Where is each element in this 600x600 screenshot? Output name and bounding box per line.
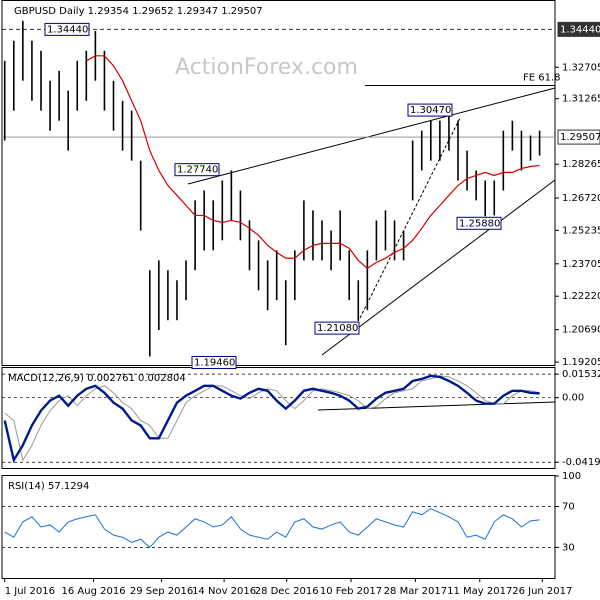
annotation: 1.25880 xyxy=(459,218,500,229)
y-tick-label: 0.015325 xyxy=(562,369,600,380)
x-tick-label: 14 Nov 2016 xyxy=(192,586,256,597)
annotation-box xyxy=(44,22,90,36)
y-tick-label: 1.19205 xyxy=(562,357,600,368)
level-label: 1.29507 xyxy=(560,132,600,143)
rsi-frame xyxy=(1,475,556,579)
annotation: 1.27740 xyxy=(177,165,218,176)
macd-line xyxy=(3,374,540,464)
trend-line xyxy=(187,87,556,185)
x-tick-label: 26 Jun 2017 xyxy=(512,586,572,597)
x-tick-label: 1 Jul 2016 xyxy=(5,586,55,597)
y-tick-label: 1.26720 xyxy=(562,193,600,204)
level-box xyxy=(557,129,600,145)
annotation: FE 61.8 xyxy=(523,73,561,84)
annotation-box xyxy=(191,355,237,369)
y-tick-label: 1.31265 xyxy=(562,94,600,105)
y-tick-label: 1.20690 xyxy=(562,325,600,336)
annotation-box xyxy=(314,321,360,335)
x-tick-label: 16 Aug 2016 xyxy=(62,586,126,597)
sma-line xyxy=(86,55,540,270)
y-tick-label: 100 xyxy=(562,471,581,482)
y-tick-label: 0.00 xyxy=(562,393,584,404)
y-tick-label: 1.28265 xyxy=(562,159,600,170)
trend-line xyxy=(359,117,461,319)
annotation-box xyxy=(456,216,502,230)
level-box xyxy=(557,21,600,37)
x-tick-label: 10 Feb 2017 xyxy=(320,586,382,597)
y-tick-label: 30 xyxy=(562,542,575,553)
y-tick-label: -0.041957 xyxy=(562,457,600,468)
y-tick-label: 1.22220 xyxy=(562,291,600,302)
panel-title: RSI(14) 57.1294 xyxy=(8,481,89,492)
annotation: 1.30470 xyxy=(410,105,451,116)
price-frame xyxy=(1,0,556,366)
level-label: 1.34440 xyxy=(560,24,600,35)
y-tick-label: 70 xyxy=(562,502,575,513)
annotation-box xyxy=(174,163,220,177)
trend-line xyxy=(321,179,556,356)
annotation: 1.21080 xyxy=(317,323,358,334)
panel-title: GBPUSD Daily 1.29354 1.29652 1.29347 1.2… xyxy=(14,6,263,17)
x-tick-label: 28 Mar 2017 xyxy=(384,586,447,597)
y-tick-label: 1.32705 xyxy=(562,62,600,73)
trend-lines xyxy=(187,87,556,411)
x-tick-label: 11 May 2017 xyxy=(447,586,512,597)
y-tick-label: 1.25235 xyxy=(562,225,600,236)
frames xyxy=(1,0,556,579)
annotation: 1.34440 xyxy=(47,24,88,35)
x-tick-label: 29 Sep 2016 xyxy=(130,586,193,597)
rsi-line xyxy=(4,508,540,549)
watermark: ActionForex.com xyxy=(175,55,358,80)
macd-frame xyxy=(1,367,556,469)
y-tick-label: 1.23705 xyxy=(562,259,600,270)
signal-line xyxy=(4,375,540,462)
annotation-box xyxy=(407,103,453,117)
panel-title: MACD(12,26,9) 0.002761 0.002804 xyxy=(8,373,186,384)
annotation: 1.19460 xyxy=(194,357,235,368)
x-tick-label: 28 Dec 2016 xyxy=(255,586,319,597)
